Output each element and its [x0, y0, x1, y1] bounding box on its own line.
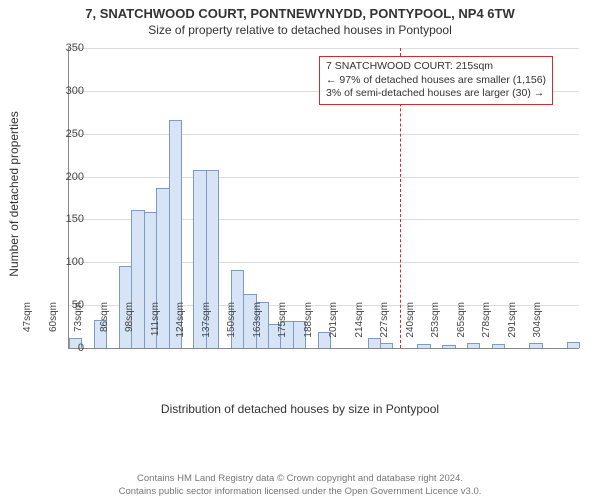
x-tick-label: 111sqm — [150, 302, 161, 352]
x-tick-label: 227sqm — [379, 302, 390, 352]
y-axis-label: Number of detached properties — [7, 111, 21, 276]
page-subtitle: Size of property relative to detached ho… — [0, 21, 600, 37]
gridline — [69, 134, 579, 135]
histogram-bar — [442, 345, 455, 348]
y-tick-label: 150 — [54, 213, 84, 225]
footer-line-2: Contains public sector information licen… — [0, 486, 600, 498]
x-tick-label: 98sqm — [124, 302, 135, 352]
gridline — [69, 48, 579, 49]
x-tick-label: 47sqm — [22, 302, 33, 352]
x-tick-label: 137sqm — [201, 302, 212, 352]
x-tick-label: 60sqm — [48, 302, 59, 352]
x-tick-label: 240sqm — [405, 302, 416, 352]
histogram-bar — [492, 344, 505, 348]
property-callout: 7 SNATCHWOOD COURT: 215sqm← 97% of detac… — [319, 56, 553, 105]
y-tick-label: 200 — [54, 171, 84, 183]
x-tick-label: 163sqm — [252, 302, 263, 352]
x-tick-label: 86sqm — [99, 302, 110, 352]
y-tick-label: 300 — [54, 85, 84, 97]
y-tick-label: 250 — [54, 128, 84, 140]
callout-line: 3% of semi-detached houses are larger (3… — [326, 87, 546, 101]
x-tick-label: 214sqm — [354, 302, 365, 352]
x-tick-label: 175sqm — [277, 302, 288, 352]
histogram-bar — [417, 344, 430, 348]
footer-line-1: Contains HM Land Registry data © Crown c… — [0, 473, 600, 485]
x-tick-label: 150sqm — [226, 302, 237, 352]
x-tick-label: 278sqm — [481, 302, 492, 352]
x-tick-label: 188sqm — [303, 302, 314, 352]
x-tick-label: 291sqm — [507, 302, 518, 352]
y-tick-label: 350 — [54, 42, 84, 54]
page-title: 7, SNATCHWOOD COURT, PONTNEWYNYDD, PONTY… — [0, 0, 600, 21]
x-tick-label: 253sqm — [430, 302, 441, 352]
histogram-bar — [467, 343, 480, 348]
attribution-footer: Contains HM Land Registry data © Crown c… — [0, 473, 600, 498]
histogram-bar — [567, 342, 580, 348]
callout-line: 7 SNATCHWOOD COURT: 215sqm — [326, 60, 546, 74]
histogram-chart: Number of detached properties 7 SNATCHWO… — [0, 44, 600, 424]
callout-line: ← 97% of detached houses are smaller (1,… — [326, 74, 546, 88]
x-tick-label: 304sqm — [532, 302, 543, 352]
y-tick-label: 100 — [54, 256, 84, 268]
gridline — [69, 177, 579, 178]
x-tick-label: 73sqm — [73, 302, 84, 352]
x-axis-label: Distribution of detached houses by size … — [0, 402, 600, 416]
x-tick-label: 201sqm — [328, 302, 339, 352]
plot-area: 7 SNATCHWOOD COURT: 215sqm← 97% of detac… — [68, 48, 579, 349]
x-tick-label: 124sqm — [175, 302, 186, 352]
x-tick-label: 265sqm — [456, 302, 467, 352]
